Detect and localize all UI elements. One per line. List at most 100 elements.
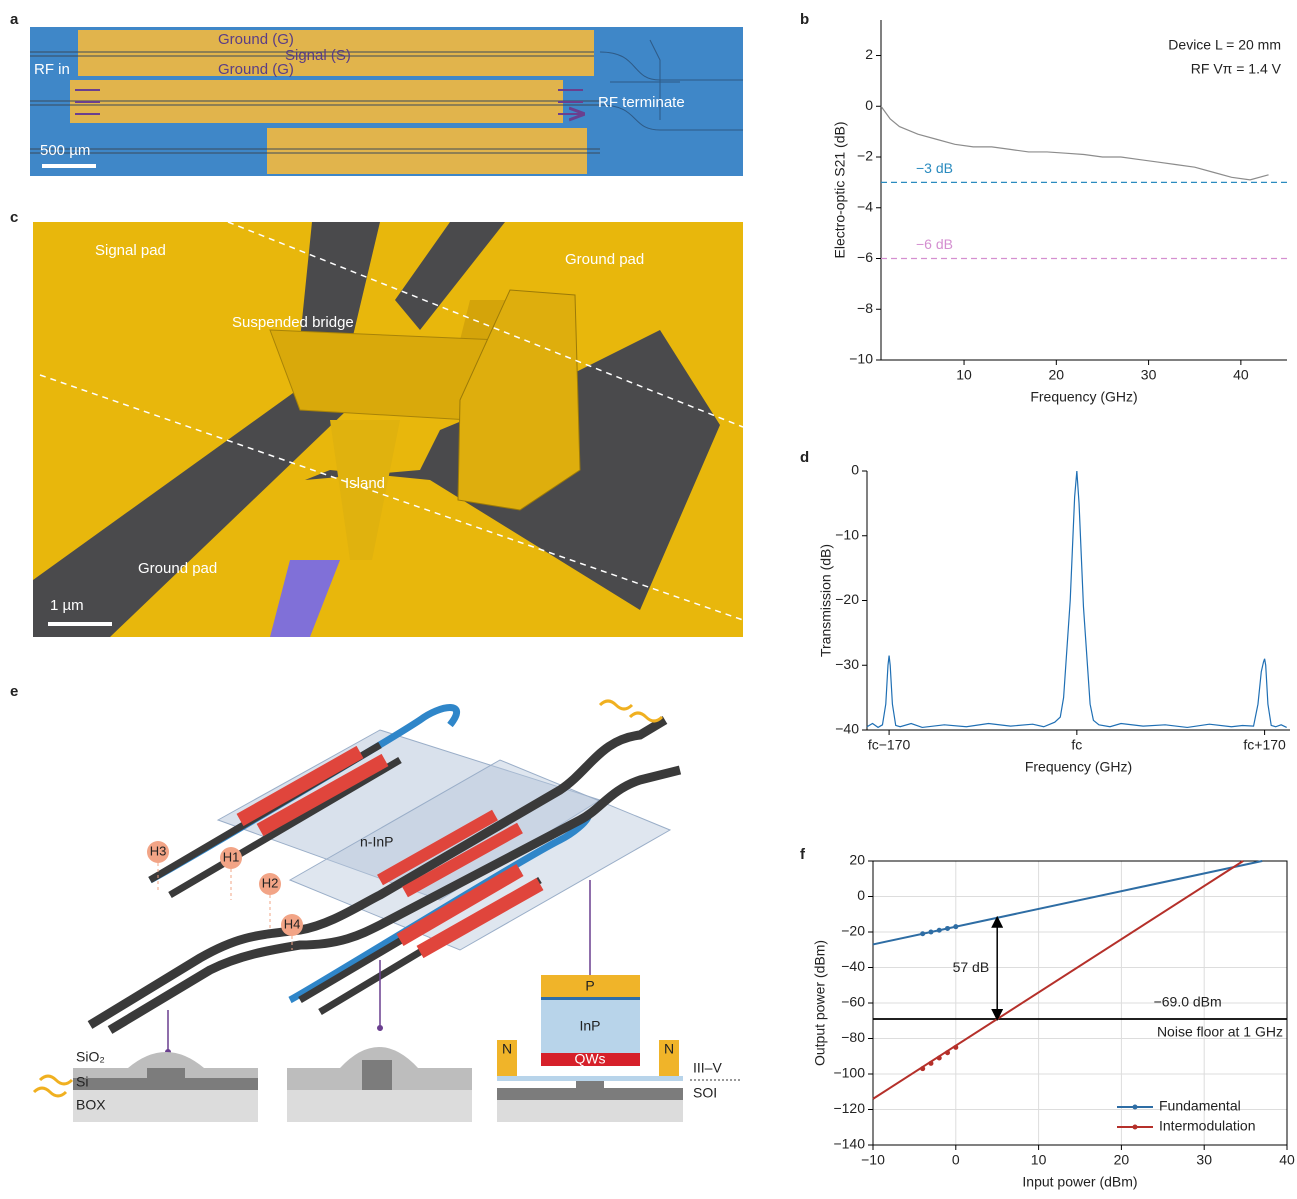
panel-e-diagram-part	[128, 1052, 204, 1068]
y-tick-label: −6	[857, 249, 873, 265]
panel-e-diagram-part	[576, 1080, 604, 1088]
data-point	[920, 1066, 925, 1071]
layer-label: SiO₂	[76, 1049, 105, 1065]
annotation: Device L = 20 mm	[1168, 37, 1281, 53]
reference-label: −3 dB	[916, 160, 953, 176]
panel-e-diagram-part-part	[377, 1025, 383, 1031]
heater-label: H2	[262, 875, 279, 890]
layer-label: Si	[76, 1074, 88, 1090]
x-tick-label: 20	[1114, 1152, 1130, 1168]
data-point	[953, 924, 958, 929]
y-tick-label: −100	[833, 1065, 865, 1081]
y-tick-label: 0	[857, 887, 865, 903]
layer-label: QWs	[574, 1051, 605, 1067]
x-axis-label: Frequency (GHz)	[1030, 389, 1137, 405]
heater-label: H1	[223, 849, 240, 864]
y-tick-label: −20	[841, 923, 865, 939]
y-tick-label: −60	[841, 994, 865, 1010]
x-tick-label: 10	[956, 367, 972, 383]
legend-label: Fundamental	[1159, 1098, 1241, 1114]
data-point	[945, 926, 950, 931]
layer-label: N	[502, 1041, 512, 1057]
x-tick-label: fc+170	[1243, 737, 1286, 753]
panel-e-diagram-part	[165, 982, 593, 1055]
panel-e-diagram-part	[287, 1090, 472, 1122]
y-tick-label: −120	[833, 1100, 865, 1116]
scale-bar-label: 1 µm	[50, 597, 84, 614]
legend-label: Intermodulation	[1159, 1118, 1256, 1134]
layer-label: BOX	[76, 1097, 106, 1113]
panel-label: d	[800, 449, 809, 466]
y-tick-label: −10	[849, 351, 873, 367]
y-tick-label: −20	[835, 591, 859, 607]
y-axis-label: Transmission (dB)	[818, 544, 834, 657]
panel-e-diagram-part	[541, 997, 640, 1000]
electrode-label: Ground (G)	[218, 61, 294, 78]
y-tick-label: 20	[849, 852, 865, 868]
platform-label: III–V	[693, 1060, 722, 1076]
data-line	[867, 471, 1287, 727]
layer-label: n-InP	[360, 834, 393, 850]
panel-e-diagram	[34, 701, 740, 1122]
annotation: −69.0 dBm	[1154, 994, 1222, 1010]
y-tick-label: −10	[835, 526, 859, 542]
y-tick-label: −80	[841, 1029, 865, 1045]
data-point	[945, 1050, 950, 1055]
data-point	[920, 931, 925, 936]
panel-e-diagram-part	[73, 1078, 258, 1090]
x-tick-label: −10	[861, 1152, 885, 1168]
layer-label: P	[585, 978, 594, 994]
y-tick-label: −140	[833, 1136, 865, 1152]
port-label: RF in	[34, 61, 70, 78]
x-tick-label: 20	[1049, 367, 1065, 383]
pad-label: Signal pad	[95, 242, 166, 259]
panel-label: c	[10, 209, 18, 226]
y-tick-label: −30	[835, 656, 859, 672]
pad-label: Ground pad	[565, 251, 644, 268]
x-tick-label: 40	[1233, 367, 1249, 383]
reference-label: Noise floor at 1 GHz	[1157, 1024, 1283, 1040]
layer-label: N	[664, 1041, 674, 1057]
x-tick-label: fc	[1071, 737, 1082, 753]
x-axis-label: Frequency (GHz)	[1025, 759, 1132, 775]
electrode-label: Signal (S)	[285, 47, 351, 64]
data-point	[937, 928, 942, 933]
data-point	[928, 1061, 933, 1066]
bridge-label: Suspended bridge	[232, 314, 354, 331]
y-tick-label: −4	[857, 198, 873, 214]
island-label: Island	[345, 475, 385, 492]
data-point	[937, 1056, 942, 1061]
panel-a-image-part	[267, 128, 587, 174]
panel-label: e	[10, 683, 18, 700]
y-tick-label: 2	[865, 46, 873, 62]
legend-swatch	[1133, 1125, 1138, 1130]
panel-label: a	[10, 11, 19, 28]
electrode-label: Ground (G)	[218, 31, 294, 48]
panel-e-diagram-part	[497, 1088, 683, 1100]
x-axis-label: Input power (dBm)	[1022, 1174, 1137, 1190]
port-label: RF terminate	[598, 94, 685, 111]
panel-e-diagram-part	[497, 1100, 683, 1122]
y-axis-label: Electro-optic S21 (dB)	[832, 122, 848, 259]
data-point	[928, 930, 933, 935]
y-tick-label: 0	[851, 462, 859, 478]
panel-label: b	[800, 11, 809, 28]
x-tick-label: 0	[952, 1152, 960, 1168]
data-point	[953, 1045, 958, 1050]
y-tick-label: −40	[835, 721, 859, 737]
x-tick-label: fc−170	[868, 737, 911, 753]
panel-e-diagram-part	[497, 1076, 683, 1081]
y-tick-label: −8	[857, 300, 873, 316]
x-tick-label: 40	[1279, 1152, 1295, 1168]
heater-label: H4	[284, 916, 301, 931]
reference-label: −6 dB	[916, 236, 953, 252]
y-tick-label: −40	[841, 958, 865, 974]
y-axis-label: Output power (dBm)	[812, 940, 828, 1066]
panel-e-diagram-part	[147, 1068, 185, 1078]
axes	[867, 471, 1290, 730]
arrow-label: 57 dB	[953, 959, 990, 975]
legend-swatch	[1133, 1105, 1138, 1110]
pad-label: Ground pad	[138, 560, 217, 577]
x-tick-label: 10	[1031, 1152, 1047, 1168]
x-tick-label: 30	[1141, 367, 1157, 383]
